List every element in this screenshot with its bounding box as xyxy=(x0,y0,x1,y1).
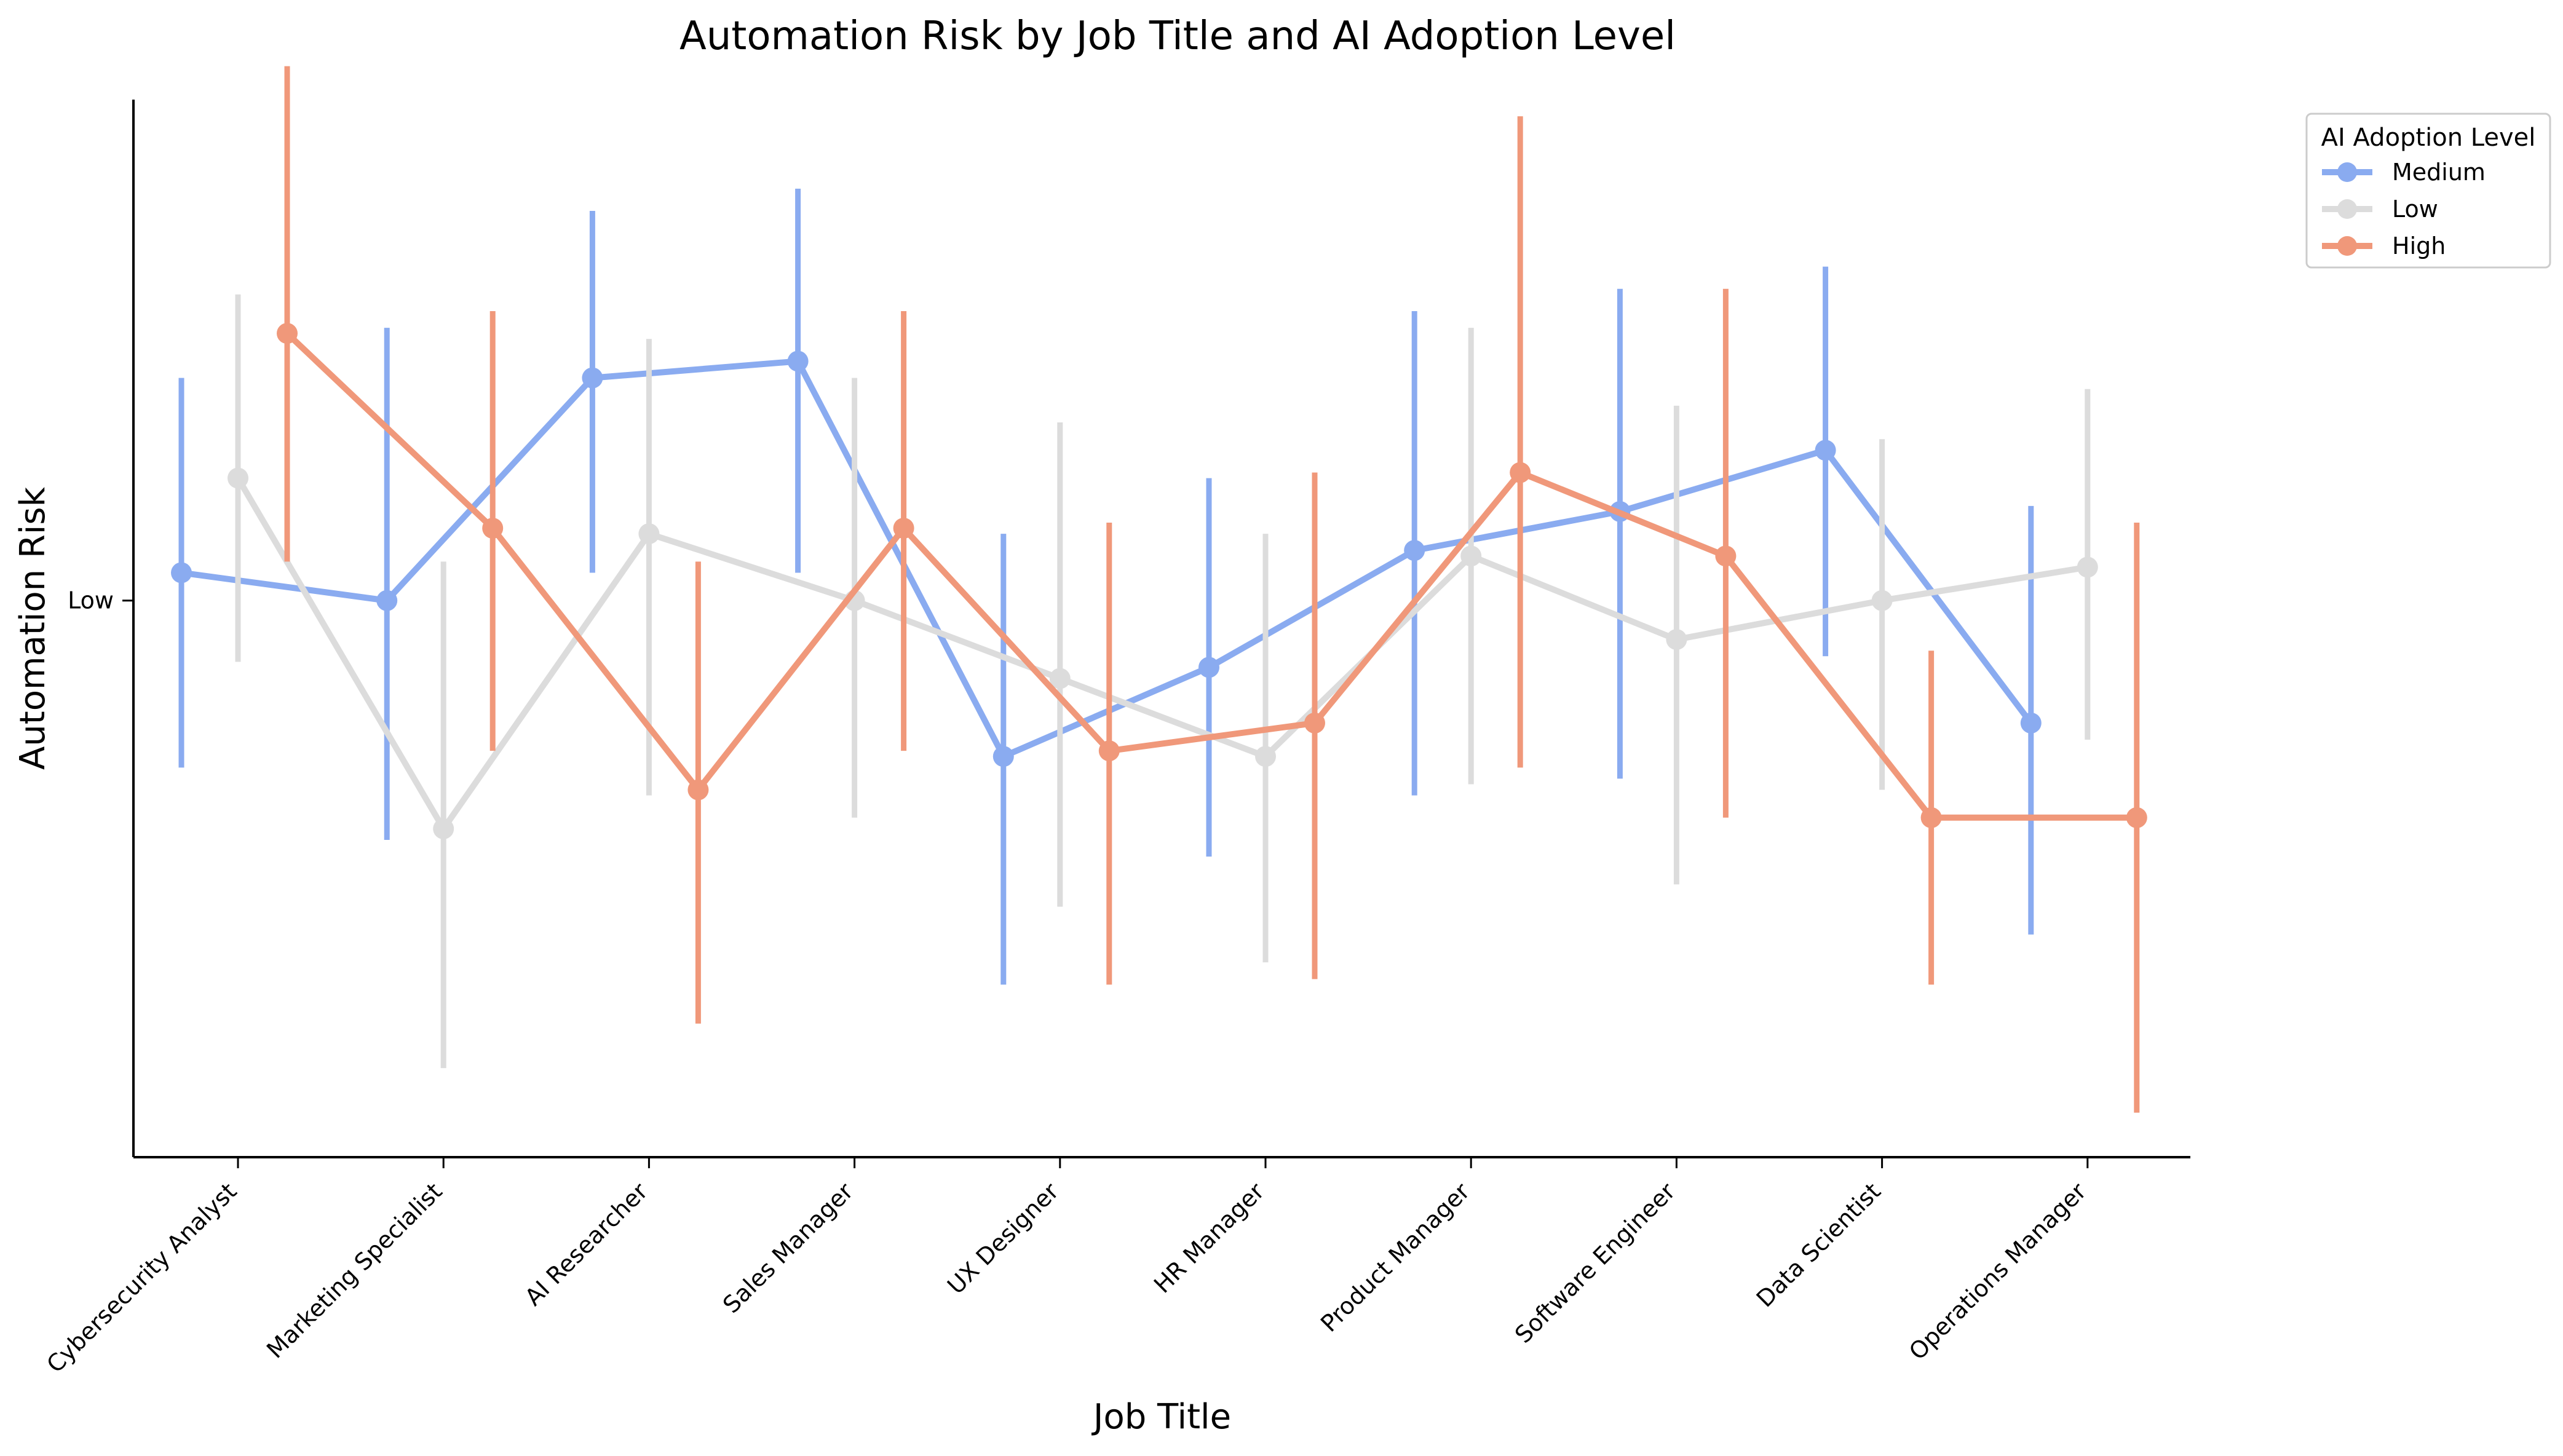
data-point xyxy=(893,518,914,539)
legend-item-high: High xyxy=(2322,232,2446,259)
y-axis-label: Automation Risk xyxy=(13,486,53,770)
series-high xyxy=(277,66,2147,1113)
legend-frame xyxy=(2305,113,2551,269)
data-point xyxy=(1198,657,1219,678)
data-point xyxy=(787,350,809,372)
series-medium xyxy=(171,188,2042,985)
x-axis-ticks: Cybersecurity Analyst Marketing Specialis… xyxy=(41,1157,2091,1378)
legend-label: Medium xyxy=(2392,159,2486,186)
x-tick-label: HR Manager xyxy=(1149,1177,1270,1299)
data-point xyxy=(376,590,398,611)
x-axis-label: Job Title xyxy=(1091,1397,1231,1437)
data-point xyxy=(1304,712,1325,734)
series-line xyxy=(235,477,2088,832)
y-axis-ticks: Low xyxy=(68,587,133,614)
y-tick-label: Low xyxy=(68,587,114,614)
data-point xyxy=(482,518,504,539)
data-point xyxy=(1715,545,1737,567)
data-point xyxy=(433,818,454,839)
legend-item-low: Low xyxy=(2322,196,2438,223)
x-tick-label: Sales Manager xyxy=(718,1177,858,1318)
data-point xyxy=(2077,556,2098,578)
data-point xyxy=(1920,807,1942,828)
x-tick-label: Product Manager xyxy=(1315,1177,1475,1337)
data-point xyxy=(1049,668,1071,689)
x-tick-label: Data Scientist xyxy=(1751,1177,1886,1312)
x-tick-label: Software Engineer xyxy=(1510,1177,1681,1348)
legend-label: High xyxy=(2392,232,2446,259)
data-point xyxy=(1460,545,1482,567)
data-point xyxy=(687,779,709,801)
data-point xyxy=(582,367,603,389)
data-point xyxy=(992,746,1014,767)
series-low xyxy=(228,294,2098,1069)
data-point xyxy=(2020,712,2042,734)
series-line xyxy=(181,358,2034,760)
data-point xyxy=(1255,746,1276,767)
x-tick-label: AI Researcher xyxy=(520,1177,653,1311)
data-point xyxy=(1404,540,1425,561)
x-tick-label: Marketing Specialist xyxy=(261,1177,447,1363)
data-point xyxy=(1815,440,1836,461)
data-point xyxy=(277,323,298,344)
data-point xyxy=(228,467,248,489)
data-point xyxy=(171,562,192,584)
data-point xyxy=(1098,740,1120,762)
legend-title: AI Adoption Level xyxy=(2321,124,2536,152)
legend-swatch-marker xyxy=(2337,162,2357,182)
series-line xyxy=(285,331,2137,821)
x-tick-label: Cybersecurity Analyst xyxy=(41,1177,242,1378)
plot-area xyxy=(171,66,2147,1113)
legend-item-medium: Medium xyxy=(2322,159,2486,186)
legend-swatch-marker xyxy=(2337,236,2357,256)
data-point xyxy=(638,523,660,545)
data-point xyxy=(1510,462,1531,483)
x-tick-label: UX Designer xyxy=(942,1177,1064,1299)
chart-title: Automation Risk by Job Title and AI Adop… xyxy=(679,14,1676,59)
data-point xyxy=(1871,590,1893,611)
x-tick-label: Operations Manager xyxy=(1904,1177,2091,1365)
legend-label: Low xyxy=(2392,196,2438,223)
legend-swatch-marker xyxy=(2337,199,2357,219)
data-point xyxy=(2126,807,2147,828)
legend: AI Adoption Level Medium Low High xyxy=(2305,113,2551,269)
data-point xyxy=(1666,629,1687,651)
